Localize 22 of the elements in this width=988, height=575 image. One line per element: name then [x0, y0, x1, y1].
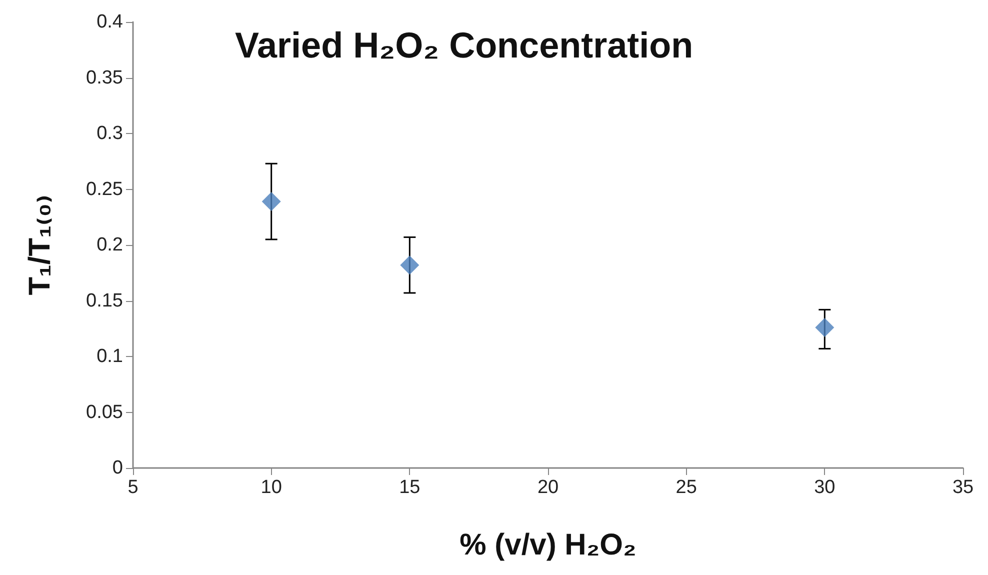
y-tick-label: 0.3 — [96, 123, 123, 144]
x-tick-label: 5 — [128, 477, 138, 498]
x-tick-label: 35 — [952, 477, 974, 498]
y-tick-label: 0.4 — [96, 12, 124, 32]
x-tick-label: 15 — [399, 477, 420, 498]
y-axis-title: T₁/T₁₍₀₎ — [24, 194, 56, 296]
y-tick-label: 0 — [112, 458, 123, 478]
point — [262, 192, 281, 212]
y-tick-label: 0.05 — [86, 402, 123, 423]
chart-title: Varied H₂O₂ Concentration — [235, 24, 694, 66]
point — [400, 256, 420, 275]
x-tick-label: 20 — [537, 477, 559, 498]
x-tick-label: 30 — [814, 477, 836, 498]
y-tick-label: 0.35 — [86, 67, 123, 88]
point — [815, 318, 834, 338]
x-tick-label: 25 — [676, 477, 697, 498]
y-tick-label: 0.15 — [86, 290, 123, 312]
y-tick-label: 0.2 — [96, 234, 123, 256]
x-tick-label: 10 — [260, 477, 282, 498]
y-tick-label: 0.1 — [96, 346, 123, 367]
x-axis-title: % (v/v) H₂O₂ — [460, 528, 636, 562]
y-tick-label: 0.25 — [86, 178, 123, 200]
